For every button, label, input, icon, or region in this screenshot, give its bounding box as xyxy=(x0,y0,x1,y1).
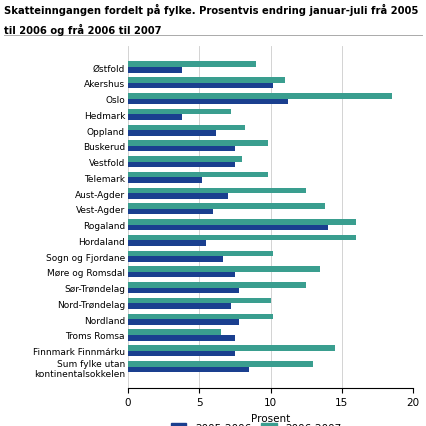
Bar xyxy=(128,162,235,168)
Bar xyxy=(128,361,313,367)
Bar xyxy=(128,330,221,335)
Bar xyxy=(128,147,235,152)
Bar xyxy=(128,367,249,372)
Bar xyxy=(128,178,202,184)
Bar xyxy=(128,94,392,99)
Bar xyxy=(128,225,328,230)
Bar xyxy=(128,68,182,73)
Bar xyxy=(128,157,242,162)
Bar xyxy=(128,131,216,136)
Bar xyxy=(128,204,325,210)
Bar xyxy=(128,99,288,105)
Bar xyxy=(128,304,230,309)
Legend: 2005-2006, 2006-2007: 2005-2006, 2006-2007 xyxy=(167,418,346,426)
Bar xyxy=(128,314,273,320)
Bar xyxy=(128,83,273,89)
Bar xyxy=(128,210,213,215)
Bar xyxy=(128,256,223,262)
Bar xyxy=(128,235,356,241)
Bar xyxy=(128,173,268,178)
Bar xyxy=(128,335,235,341)
Bar xyxy=(128,282,306,288)
Bar xyxy=(128,345,335,351)
Bar xyxy=(128,298,271,304)
Bar xyxy=(128,109,230,115)
Bar xyxy=(128,288,239,294)
Bar xyxy=(128,320,239,325)
Bar xyxy=(128,267,320,272)
Bar xyxy=(128,78,285,83)
Bar xyxy=(128,141,268,147)
Bar xyxy=(128,251,273,256)
Bar xyxy=(128,220,356,225)
X-axis label: Prosent: Prosent xyxy=(251,413,290,423)
Bar xyxy=(128,241,206,246)
Text: til 2006 og frå 2006 til 2007: til 2006 og frå 2006 til 2007 xyxy=(4,23,162,35)
Bar xyxy=(128,115,182,121)
Bar xyxy=(128,272,235,278)
Bar xyxy=(128,351,235,357)
Bar xyxy=(128,194,227,199)
Text: Skatteinngangen fordelt på fylke. Prosentvis endring januar-juli frå 2005: Skatteinngangen fordelt på fylke. Prosen… xyxy=(4,4,419,16)
Bar xyxy=(128,125,245,131)
Bar xyxy=(128,62,256,68)
Bar xyxy=(128,188,306,194)
